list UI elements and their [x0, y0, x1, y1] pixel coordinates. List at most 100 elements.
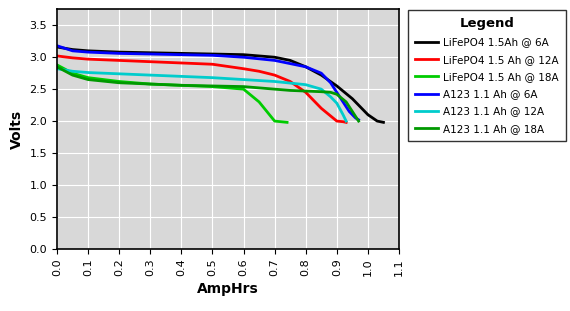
A123 1.1 Ah @ 12A	[240, 78, 247, 81]
A123 1.1 Ah @ 18A	[287, 89, 294, 92]
LiFePO4 1.5Ah @ 6A	[116, 50, 123, 54]
LiFePO4 1.5 Ah @ 18A	[69, 71, 76, 75]
LiFePO4 1.5 Ah @ 12A	[240, 67, 247, 71]
A123 1.1 Ah @ 12A	[147, 73, 154, 77]
LiFePO4 1.5Ah @ 6A	[380, 120, 387, 124]
A123 1.1 Ah @ 12A	[85, 71, 92, 74]
LiFePO4 1.5Ah @ 6A	[147, 51, 154, 55]
LiFePO4 1.5 Ah @ 18A	[278, 120, 284, 123]
LiFePO4 1.5Ah @ 6A	[85, 49, 92, 53]
LiFePO4 1.5Ah @ 6A	[69, 48, 76, 51]
A123 1.1 Ah @ 6A	[209, 53, 216, 57]
Line: LiFePO4 1.5 Ah @ 12A: LiFePO4 1.5 Ah @ 12A	[57, 56, 346, 122]
A123 1.1 Ah @ 6A	[340, 100, 347, 104]
A123 1.1 Ah @ 18A	[349, 110, 356, 114]
A123 1.1 Ah @ 12A	[333, 101, 340, 105]
LiFePO4 1.5 Ah @ 12A	[178, 61, 185, 65]
LiFePO4 1.5 Ah @ 12A	[209, 63, 216, 66]
LiFePO4 1.5 Ah @ 18A	[271, 119, 278, 123]
LiFePO4 1.5 Ah @ 12A	[343, 120, 349, 124]
A123 1.1 Ah @ 18A	[327, 91, 334, 94]
A123 1.1 Ah @ 12A	[209, 76, 216, 80]
A123 1.1 Ah @ 18A	[116, 81, 123, 85]
X-axis label: AmpHrs: AmpHrs	[197, 282, 259, 296]
A123 1.1 Ah @ 18A	[178, 83, 185, 87]
A123 1.1 Ah @ 18A	[256, 86, 263, 90]
LiFePO4 1.5Ah @ 6A	[287, 58, 294, 62]
A123 1.1 Ah @ 6A	[116, 52, 123, 55]
LiFePO4 1.5 Ah @ 18A	[116, 80, 123, 83]
A123 1.1 Ah @ 18A	[85, 78, 92, 81]
LiFePO4 1.5 Ah @ 18A	[209, 85, 216, 88]
LiFePO4 1.5 Ah @ 18A	[256, 100, 263, 104]
A123 1.1 Ah @ 18A	[225, 84, 231, 88]
Line: A123 1.1 Ah @ 6A: A123 1.1 Ah @ 6A	[57, 46, 359, 120]
A123 1.1 Ah @ 6A	[271, 58, 278, 62]
LiFePO4 1.5Ah @ 6A	[318, 73, 325, 77]
Line: LiFePO4 1.5Ah @ 6A: LiFePO4 1.5Ah @ 6A	[57, 47, 384, 122]
LiFePO4 1.5 Ah @ 12A	[318, 106, 325, 110]
A123 1.1 Ah @ 6A	[346, 110, 353, 114]
LiFePO4 1.5Ah @ 6A	[54, 45, 60, 49]
LiFePO4 1.5 Ah @ 12A	[147, 60, 154, 63]
A123 1.1 Ah @ 6A	[240, 55, 247, 59]
LiFePO4 1.5 Ah @ 12A	[256, 69, 263, 73]
A123 1.1 Ah @ 18A	[54, 65, 60, 69]
A123 1.1 Ah @ 6A	[327, 81, 334, 85]
LiFePO4 1.5Ah @ 6A	[349, 97, 356, 100]
A123 1.1 Ah @ 18A	[271, 87, 278, 91]
LiFePO4 1.5Ah @ 6A	[333, 84, 340, 88]
A123 1.1 Ah @ 6A	[178, 53, 185, 57]
A123 1.1 Ah @ 18A	[318, 90, 325, 94]
Line: A123 1.1 Ah @ 12A: A123 1.1 Ah @ 12A	[57, 69, 346, 121]
LiFePO4 1.5Ah @ 6A	[240, 53, 247, 57]
LiFePO4 1.5Ah @ 6A	[374, 119, 381, 123]
A123 1.1 Ah @ 18A	[302, 89, 309, 93]
A123 1.1 Ah @ 12A	[69, 69, 76, 73]
LiFePO4 1.5 Ah @ 12A	[340, 120, 347, 123]
A123 1.1 Ah @ 12A	[54, 67, 60, 71]
LiFePO4 1.5 Ah @ 12A	[54, 54, 60, 58]
A123 1.1 Ah @ 12A	[302, 83, 309, 86]
Legend: LiFePO4 1.5Ah @ 6A, LiFePO4 1.5 Ah @ 12A, LiFePO4 1.5 Ah @ 18A, A123 1.1 Ah @ 6A: LiFePO4 1.5Ah @ 6A, LiFePO4 1.5 Ah @ 12A…	[408, 10, 566, 141]
LiFePO4 1.5Ah @ 6A	[364, 113, 371, 117]
LiFePO4 1.5 Ah @ 12A	[85, 57, 92, 61]
A123 1.1 Ah @ 6A	[69, 49, 76, 53]
LiFePO4 1.5Ah @ 6A	[271, 55, 278, 59]
Y-axis label: Volts: Volts	[10, 109, 24, 149]
Line: A123 1.1 Ah @ 18A: A123 1.1 Ah @ 18A	[57, 67, 359, 121]
A123 1.1 Ah @ 6A	[352, 116, 359, 120]
LiFePO4 1.5 Ah @ 12A	[271, 73, 278, 77]
A123 1.1 Ah @ 6A	[302, 65, 309, 69]
LiFePO4 1.5 Ah @ 18A	[178, 83, 185, 87]
A123 1.1 Ah @ 6A	[54, 44, 60, 48]
A123 1.1 Ah @ 18A	[209, 84, 216, 88]
A123 1.1 Ah @ 6A	[355, 118, 362, 122]
A123 1.1 Ah @ 18A	[355, 119, 362, 123]
A123 1.1 Ah @ 18A	[343, 100, 349, 104]
A123 1.1 Ah @ 12A	[116, 72, 123, 76]
LiFePO4 1.5 Ah @ 12A	[333, 119, 340, 123]
A123 1.1 Ah @ 12A	[340, 113, 347, 117]
A123 1.1 Ah @ 6A	[85, 50, 92, 54]
A123 1.1 Ah @ 18A	[333, 92, 340, 96]
A123 1.1 Ah @ 6A	[147, 52, 154, 56]
LiFePO4 1.5 Ah @ 18A	[85, 76, 92, 80]
LiFePO4 1.5Ah @ 6A	[302, 65, 309, 69]
A123 1.1 Ah @ 18A	[69, 73, 76, 77]
LiFePO4 1.5 Ah @ 18A	[240, 87, 247, 91]
LiFePO4 1.5 Ah @ 12A	[302, 91, 309, 94]
A123 1.1 Ah @ 12A	[343, 119, 349, 123]
A123 1.1 Ah @ 6A	[333, 91, 340, 94]
LiFePO4 1.5 Ah @ 18A	[284, 120, 291, 124]
A123 1.1 Ah @ 12A	[318, 87, 325, 91]
Line: LiFePO4 1.5 Ah @ 18A: LiFePO4 1.5 Ah @ 18A	[57, 65, 287, 122]
A123 1.1 Ah @ 12A	[178, 75, 185, 78]
LiFePO4 1.5 Ah @ 18A	[147, 82, 154, 86]
A123 1.1 Ah @ 6A	[318, 71, 325, 75]
LiFePO4 1.5Ah @ 6A	[178, 52, 185, 55]
LiFePO4 1.5Ah @ 6A	[209, 52, 216, 56]
A123 1.1 Ah @ 12A	[271, 80, 278, 83]
LiFePO4 1.5 Ah @ 12A	[116, 58, 123, 62]
LiFePO4 1.5 Ah @ 18A	[54, 63, 60, 67]
